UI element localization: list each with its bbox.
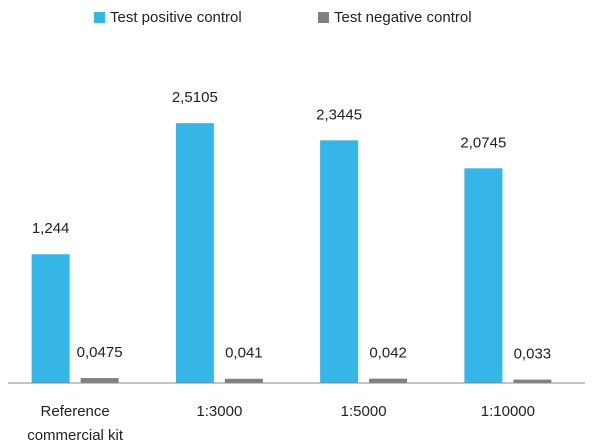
legend-label: Test positive control [110,9,242,26]
bar [31,254,70,383]
value-label: 0,0475 [77,344,123,361]
bar [464,168,503,383]
x-tick-label: 1:5000 [340,403,387,420]
bar [513,379,552,383]
legend-swatch [318,12,329,23]
legend-label: Test negative control [334,9,472,26]
value-label: 2,0745 [460,134,506,151]
value-label: 2,3445 [316,106,362,123]
value-label: 0,042 [369,345,407,362]
bar [320,140,359,383]
bar [369,378,408,383]
x-tick-label: Reference commercial kit [27,403,124,444]
value-label: 0,033 [514,346,552,363]
bar [175,123,214,383]
value-label: 1,244 [32,220,70,237]
bar [80,378,119,383]
legend-swatch [94,12,105,23]
value-label: 0,041 [225,345,263,362]
x-tick-label: 1:10000 [480,403,535,420]
value-label: 2,5105 [172,89,218,106]
x-tick-label: 1:3000 [196,403,243,420]
bar [224,378,263,383]
